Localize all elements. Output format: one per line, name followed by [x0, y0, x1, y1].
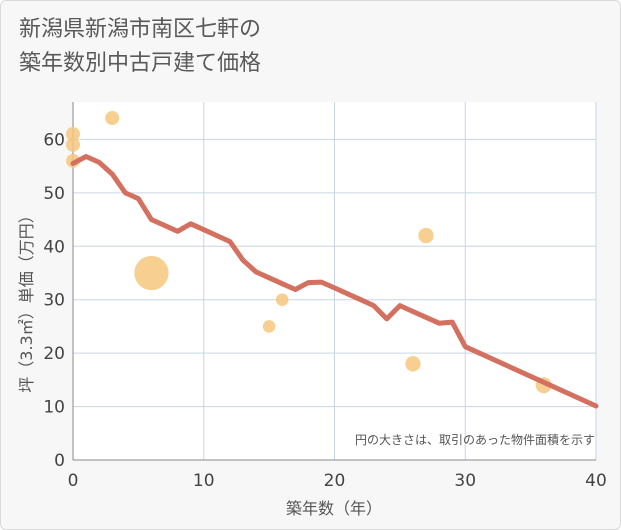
y-tick-label: 10 [43, 398, 65, 418]
chart-title-line-1: 新潟県新潟市南区七軒の [19, 17, 262, 42]
x-tick-label: 40 [585, 471, 607, 491]
data-point [418, 227, 434, 244]
x-tick-label: 0 [68, 471, 79, 491]
y-tick-label: 0 [54, 451, 65, 471]
x-tick-label: 20 [324, 471, 346, 491]
x-tick-label: 30 [454, 471, 476, 491]
y-tick-label: 40 [43, 237, 65, 257]
trend-line [70, 154, 599, 409]
trend-line-group [70, 154, 599, 409]
y-tick-label: 30 [43, 291, 65, 311]
grid-lines [72, 102, 597, 461]
data-point [105, 111, 120, 126]
x-tick-label: 10 [193, 471, 215, 491]
y-axis-title: 坪（3.3㎡）単価（万円） [17, 207, 36, 392]
x-axis-title: 築年数（年） [286, 499, 382, 518]
data-point [262, 320, 276, 333]
x-axis-ticks: 0 10 20 30 40 [68, 471, 607, 491]
data-point [66, 137, 80, 152]
y-tick-label: 20 [43, 344, 65, 364]
y-tick-label: 60 [43, 130, 65, 150]
size-note: 円の大きさは、取引のあった物件面積を示す [355, 432, 595, 447]
y-tick-label: 50 [43, 184, 65, 204]
data-point [275, 293, 289, 306]
data-point [134, 255, 169, 291]
data-point [66, 127, 80, 142]
data-point [405, 356, 421, 372]
chart-title: 新潟県新潟市南区七軒の 築年数別中古戸建て価格 [19, 13, 261, 81]
chart-title-line-2: 築年数別中古戸建て価格 [19, 51, 262, 76]
y-axis-ticks: 0 10 20 30 40 50 60 [43, 130, 65, 471]
